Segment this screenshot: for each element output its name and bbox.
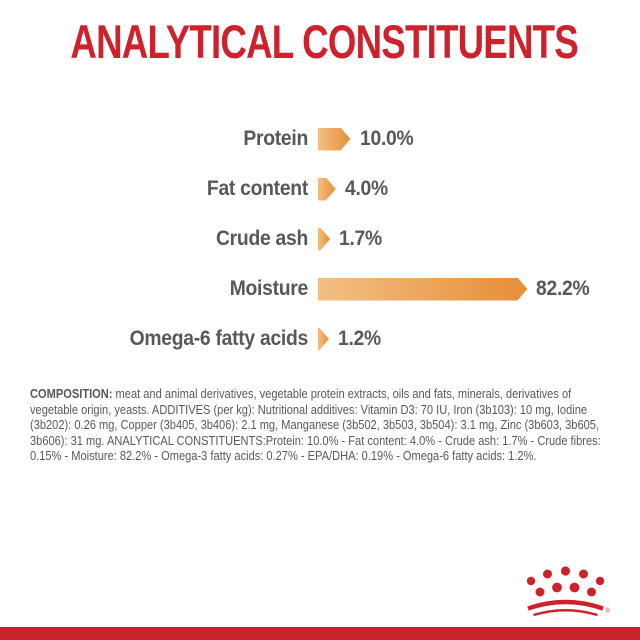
nutrient-row: Protein 10.0% [0, 114, 640, 164]
nutrient-label: Protein [243, 127, 308, 150]
nutrient-value: 10.0% [359, 127, 414, 150]
nutrient-bar [318, 178, 336, 201]
nutrient-bar [318, 128, 351, 151]
nutrient-value: 4.0% [344, 177, 388, 200]
nutrient-label: Moisture [229, 277, 309, 300]
nutrient-value: 82.2% [536, 277, 590, 300]
nutrient-value: 1.2% [337, 327, 381, 350]
composition-text-block: COMPOSITION: meat and animal derivatives… [30, 386, 614, 464]
nutrient-label: Crude ash [215, 227, 308, 250]
nutrient-label: Omega-6 fatty acids [129, 327, 309, 350]
crown-dots [526, 566, 605, 597]
nutrient-row: Fat content 4.0% [0, 164, 640, 214]
page-title: ANALYTICAL CONSTITUENTS [70, 15, 578, 68]
nutrient-bar-chart: Protein 10.0% Fat content 4.0% Crude ash 1.7%… [0, 114, 640, 364]
composition-body: meat and animal derivatives, vegetable p… [30, 386, 601, 464]
registered-trademark-symbol: ® [606, 608, 611, 615]
crown-base-swoosh [527, 599, 604, 617]
nutrient-row: Crude ash 1.7% [0, 214, 640, 264]
composition-heading: COMPOSITION: [30, 386, 113, 401]
nutrient-value: 1.7% [339, 227, 383, 250]
nutrient-bar [318, 328, 329, 351]
bottom-red-bar [0, 627, 640, 640]
crown-logo-icon: ® [526, 566, 611, 617]
nutrient-bar [318, 278, 527, 301]
nutrient-label: Fat content [206, 177, 308, 200]
nutrient-row: Moisture 82.2% [0, 264, 640, 314]
nutrient-row: Omega-6 fatty acids 1.2% [0, 314, 640, 364]
nutrient-bar [318, 228, 330, 251]
